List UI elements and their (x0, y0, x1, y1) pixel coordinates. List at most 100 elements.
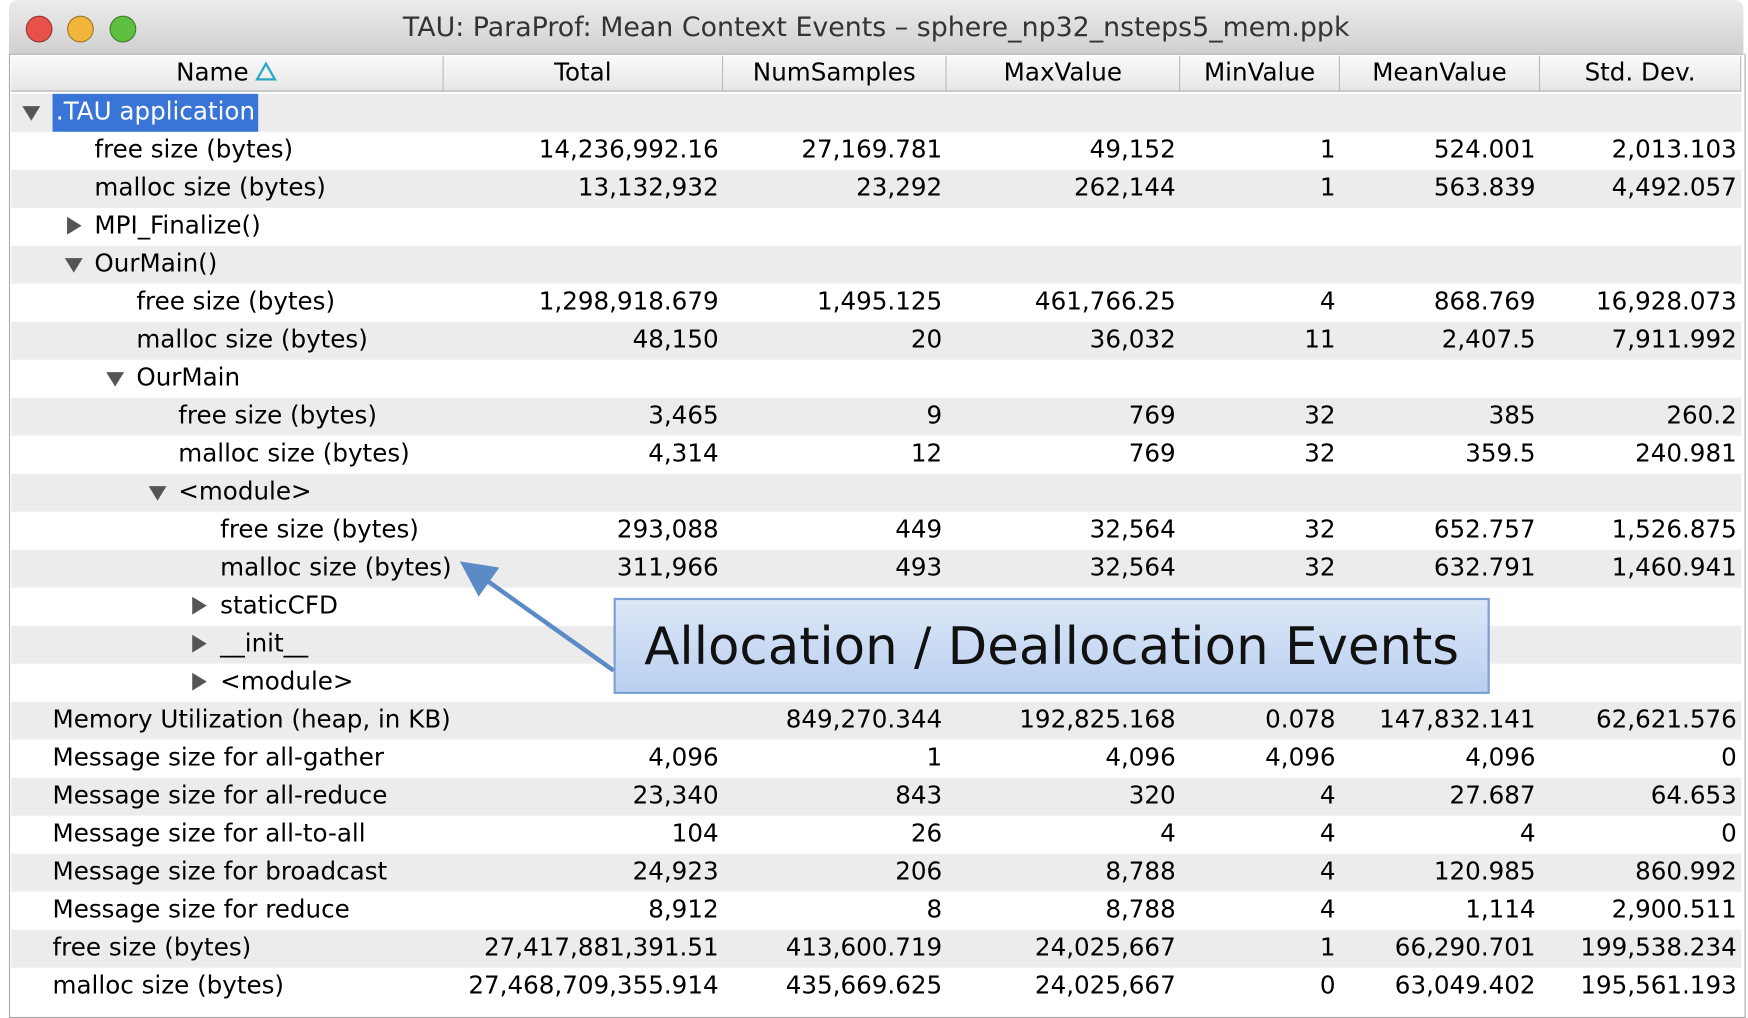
row-value: 1 (1319, 136, 1336, 165)
table-row[interactable]: malloc size (bytes) 48,150 20 36,032 11 2,407… (11, 321, 1742, 360)
window-title: TAU: ParaProf: Mean Context Events – sph… (402, 11, 1350, 43)
row-value: 413,600.719 (785, 934, 943, 963)
column-header[interactable]: Std. Dev. (1540, 55, 1742, 91)
table-row[interactable]: Message size for all-gather 4,096 1 4,096 4,… (11, 739, 1742, 778)
table-row[interactable]: OurMain (11, 359, 1742, 398)
column-header[interactable]: Name (11, 55, 444, 91)
column-header[interactable]: MaxValue (947, 55, 1181, 91)
row-name: malloc size (bytes) (94, 174, 326, 203)
tree-expander[interactable] (63, 216, 85, 238)
row-value: 2,013.103 (1611, 136, 1737, 165)
row-name: free size (bytes) (52, 934, 252, 963)
row-value: 32 (1304, 516, 1336, 545)
column-header[interactable]: MeanValue (1340, 55, 1541, 91)
tree-expander[interactable] (189, 672, 211, 694)
row-value: 32 (1304, 440, 1336, 469)
row-value: 868.769 (1433, 288, 1536, 317)
row-value: 4,096 (1105, 744, 1176, 773)
tree-expander[interactable] (21, 102, 43, 124)
tree-expander[interactable] (189, 596, 211, 618)
row-value: 4,096 (648, 744, 719, 773)
close-button[interactable] (25, 15, 53, 43)
row-value: 11 (1304, 326, 1336, 355)
row-name: Message size for all-reduce (52, 782, 388, 811)
table-row[interactable]: malloc size (bytes) 13,132,932 23,292 262,1… (11, 169, 1742, 208)
table-row[interactable]: <module> (11, 473, 1742, 512)
table-row[interactable]: OurMain() (11, 245, 1742, 284)
row-value: 843 (895, 782, 943, 811)
row-name: Message size for all-to-all (52, 820, 366, 849)
table-row[interactable]: free size (bytes) 14,236,992.16 27,169.781… (11, 131, 1742, 170)
tree-expander[interactable] (189, 634, 211, 656)
row-value: 0 (1721, 820, 1737, 849)
row-value: 359.5 (1465, 440, 1536, 469)
table-row[interactable]: free size (bytes) 27,417,881,391.51 413,60… (11, 929, 1742, 968)
row-value: 860.992 (1635, 858, 1737, 887)
column-header-text: Total (554, 59, 612, 88)
tree-expander[interactable] (63, 254, 85, 276)
minimize-button[interactable] (67, 15, 94, 43)
row-value: 4 (1160, 820, 1176, 849)
row-value: 1,114 (1465, 896, 1536, 925)
row-value: 195,561.193 (1580, 972, 1737, 1001)
row-value: 1,495.125 (817, 288, 943, 317)
column-header[interactable]: MinValue (1180, 55, 1341, 91)
row-name: OurMain (136, 364, 241, 393)
row-value: 632.791 (1433, 554, 1536, 583)
row-value: 120.985 (1433, 858, 1536, 887)
row-value: 524.001 (1433, 136, 1536, 165)
column-header[interactable]: NumSamples (723, 55, 947, 91)
row-value: 4 (1319, 858, 1336, 887)
table-row[interactable]: malloc size (bytes) 311,966 493 32,564 32 632… (11, 549, 1742, 588)
row-name: OurMain() (94, 250, 218, 279)
table-row[interactable]: malloc size (bytes) 27,468,709,355.914 435… (11, 967, 1742, 1006)
row-value: 2,407.5 (1441, 326, 1536, 355)
table-row[interactable]: Message size for all-to-all 104 26 4 4 4 0 (11, 815, 1742, 854)
row-name: malloc size (bytes) (136, 326, 368, 355)
row-name: Message size for broadcast (52, 858, 388, 887)
row-name: free size (bytes) (136, 288, 336, 317)
table-row[interactable]: free size (bytes) 293,088 449 32,564 32 652.7… (11, 511, 1742, 550)
column-header[interactable]: Total (444, 55, 724, 91)
table-row[interactable]: Message size for broadcast 24,923 206 8,788… (11, 853, 1742, 892)
table-row[interactable]: Memory Utilization (heap, in KB) 849,270.… (11, 701, 1742, 740)
table-row[interactable]: MPI_Finalize() (11, 207, 1742, 246)
row-value: 4,096 (1265, 744, 1336, 773)
row-value: 1,298,918.679 (538, 288, 719, 317)
row-value: 13,132,932 (577, 174, 719, 203)
row-value: 1 (1319, 934, 1336, 963)
row-value: 62,621.576 (1595, 706, 1737, 735)
table-row[interactable]: Message size for reduce 8,912 8 8,788 4 1,114… (11, 891, 1742, 930)
table-row[interactable]: Message size for all-reduce 23,340 843 320 4… (11, 777, 1742, 816)
table-row[interactable]: .TAU application (11, 93, 1742, 132)
row-name: <module> (220, 668, 354, 697)
table-header: Name Total NumSamples MaxValue MinValue MeanV… (11, 55, 1742, 92)
row-name: Message size for all-gather (52, 744, 384, 773)
column-header-text: MeanValue (1372, 59, 1507, 88)
row-name: malloc size (bytes) (178, 440, 410, 469)
row-value: 63,049.402 (1394, 972, 1536, 1001)
row-value: 66,290.701 (1394, 934, 1536, 963)
row-value: 199,538.234 (1580, 934, 1737, 963)
table-row[interactable]: malloc size (bytes) 4,314 12 769 32 359.5 240.… (11, 435, 1742, 474)
row-value: 26 (910, 820, 943, 849)
zoom-button[interactable] (109, 15, 137, 43)
row-value: 240.981 (1635, 440, 1737, 469)
table-row[interactable]: free size (bytes) 3,465 9 769 32 385 260.2 (11, 397, 1742, 436)
row-value: 8,788 (1105, 858, 1176, 887)
row-value: 27,169.781 (801, 136, 943, 165)
row-value: 4,314 (648, 440, 719, 469)
row-value: 192,825.168 (1019, 706, 1176, 735)
table-frame (8, 53, 1746, 1018)
row-name: malloc size (bytes) (220, 554, 452, 583)
row-name: free size (bytes) (94, 136, 294, 165)
row-value: 64.653 (1650, 782, 1737, 811)
table-row[interactable]: free size (bytes) 1,298,918.679 1,495.125 4… (11, 283, 1742, 322)
row-value: 12 (910, 440, 943, 469)
row-value: 7,911.992 (1611, 326, 1737, 355)
row-value: 16,928.073 (1595, 288, 1737, 317)
tree-expander[interactable] (147, 482, 169, 504)
row-value: 4 (1319, 288, 1336, 317)
row-value: 24,923 (632, 858, 719, 887)
tree-expander[interactable] (105, 368, 127, 390)
